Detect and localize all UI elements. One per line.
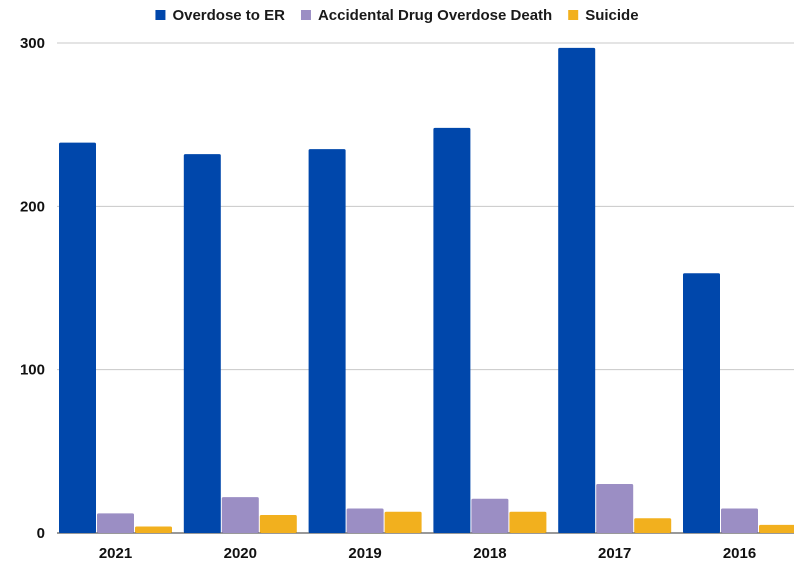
- bar-overdose-to-er-2016[interactable]: [683, 273, 720, 533]
- chart-legend: Overdose to ER Accidental Drug Overdose D…: [155, 7, 639, 24]
- y-tick-label: 300: [20, 35, 45, 52]
- bar-accidental-drug-overdose-death-2021[interactable]: [97, 513, 134, 533]
- bar-accidental-drug-overdose-death-2017[interactable]: [596, 484, 634, 533]
- legend-label: Accidental Drug Overdose Death: [318, 7, 552, 24]
- x-tick-label: 2021: [99, 545, 132, 562]
- legend-item-accidental-drug-overdose-death[interactable]: Accidental Drug Overdose Death: [300, 7, 552, 24]
- bar-group-2020: [183, 154, 297, 534]
- legend-swatch: [300, 10, 311, 20]
- bar-overdose-to-er-2021[interactable]: [59, 142, 96, 533]
- y-tick-label: 100: [20, 362, 45, 379]
- bars: [59, 47, 794, 534]
- bar-group-2019: [308, 149, 422, 534]
- bar-overdose-to-er-2017[interactable]: [558, 47, 596, 534]
- legend-swatch: [568, 10, 579, 20]
- bar-suicide-2016[interactable]: [759, 524, 794, 533]
- bar-suicide-2020[interactable]: [259, 515, 297, 533]
- bar-overdose-to-er-2019[interactable]: [308, 149, 346, 533]
- y-tick-label: 0: [37, 525, 45, 542]
- legend-swatch: [155, 10, 166, 20]
- bar-suicide-2017[interactable]: [634, 518, 672, 533]
- x-tick-label: 2018: [473, 545, 506, 562]
- gridlines: [57, 42, 794, 534]
- legend-label: Overdose to ER: [172, 7, 285, 24]
- y-tick-label: 200: [20, 198, 45, 215]
- bar-group-2021: [59, 142, 172, 533]
- bar-overdose-to-er-2020[interactable]: [183, 154, 221, 534]
- bar-accidental-drug-overdose-death-2018[interactable]: [471, 498, 509, 533]
- x-tick-label: 2017: [598, 545, 631, 562]
- x-axis: 2021 2020 2019 2018 2017 2016: [99, 545, 756, 562]
- bar-overdose-to-er-2018[interactable]: [433, 127, 471, 533]
- legend-label: Suicide: [585, 7, 638, 24]
- x-tick-label: 2020: [224, 545, 257, 562]
- bar-group-2016: [683, 273, 794, 533]
- x-tick-label: 2016: [723, 545, 756, 562]
- legend-item-suicide[interactable]: Suicide: [568, 7, 639, 24]
- bar-suicide-2021[interactable]: [135, 526, 172, 533]
- bar-accidental-drug-overdose-death-2020[interactable]: [221, 497, 259, 533]
- bar-suicide-2018[interactable]: [509, 511, 547, 533]
- x-tick-label: 2019: [348, 545, 381, 562]
- bar-accidental-drug-overdose-death-2016[interactable]: [721, 508, 758, 534]
- bar-group-2017: [558, 47, 672, 534]
- bar-suicide-2019[interactable]: [384, 511, 422, 533]
- y-axis: 0 100 200 300: [20, 35, 45, 542]
- bar-group-2018: [433, 127, 547, 533]
- legend-item-overdose-to-er[interactable]: Overdose to ER: [155, 7, 285, 24]
- bar-accidental-drug-overdose-death-2019[interactable]: [346, 508, 384, 534]
